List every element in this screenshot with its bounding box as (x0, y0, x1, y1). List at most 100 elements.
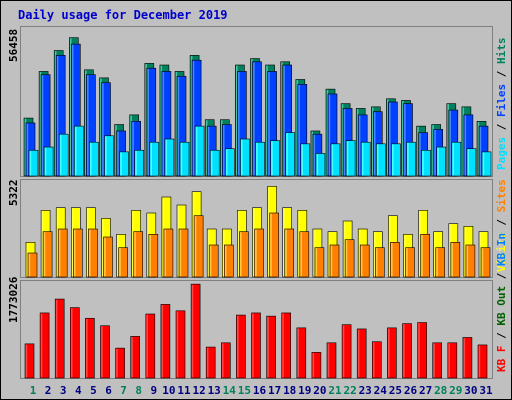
pages-bar (255, 141, 265, 177)
pages-bar (300, 143, 311, 177)
sites-bar (118, 247, 128, 278)
sites-bar (254, 228, 264, 278)
day-label: 7 (120, 384, 127, 397)
sites-bar (148, 234, 159, 278)
pages-bar (345, 140, 356, 177)
sites-bar (73, 228, 83, 278)
kbf-bar (341, 324, 352, 379)
sites-bar (390, 242, 400, 278)
sites-bar (163, 228, 174, 278)
sites-bar (344, 239, 355, 278)
day-label: 11 (177, 384, 191, 397)
pages-bar (149, 141, 160, 177)
day-label: 28 (434, 384, 447, 397)
pages-bar (406, 141, 416, 177)
pages-bar (104, 135, 114, 177)
legend-entry: Hits (495, 38, 508, 65)
kbf-bar (296, 327, 307, 379)
pages-bar (466, 148, 477, 177)
x-axis-labels: 1 2 3 4 5 6 7 8 9 10 11 12 13 14 15 16 17 18 19 20 21 22 23 24 2… (30, 384, 493, 397)
bottom-max-label: 1773026 (7, 276, 20, 323)
pages-bar (209, 149, 220, 177)
bottom-legend: KB F / KB Out / KB In (495, 233, 508, 372)
kbf-bar (356, 328, 367, 379)
legend-entry: / (495, 64, 508, 84)
sites-bar (88, 228, 98, 278)
sites-bar (239, 231, 249, 278)
kbf-bar (326, 342, 337, 379)
day-label: 29 (449, 384, 462, 397)
pages-bar (119, 151, 129, 177)
legend-entry: KB F (495, 346, 508, 373)
kbf-bar (266, 315, 276, 379)
day-label: 31 (479, 384, 493, 397)
sites-bar (450, 242, 461, 278)
sites-bar (314, 247, 325, 278)
legend-entry: KB In (495, 233, 508, 266)
sites-bar (57, 228, 68, 278)
day-label: 18 (283, 384, 296, 397)
sites-bar (193, 215, 204, 278)
sites-bar (435, 247, 446, 278)
sites-bar (329, 244, 340, 278)
day-label: 17 (268, 384, 281, 397)
pages-bar (330, 143, 341, 177)
day-label: 14 (223, 384, 237, 397)
day-label: 10 (162, 384, 175, 397)
day-label: 4 (75, 384, 82, 397)
kbf-bar (115, 347, 125, 379)
kbf-bar (447, 342, 458, 379)
pages-bar (164, 138, 175, 177)
day-label: 13 (208, 384, 221, 397)
kbf-bar (221, 342, 231, 379)
top-max-label: 56458 (7, 29, 20, 62)
pages-bar (179, 141, 190, 177)
pages-bar (481, 151, 492, 177)
day-label: 22 (343, 384, 356, 397)
kbf-bar (145, 313, 156, 379)
day-label: 6 (105, 384, 112, 397)
pages-bar (375, 143, 386, 177)
sites-bar (103, 236, 113, 278)
legend-entry: Sites (495, 179, 508, 212)
day-label: 21 (328, 384, 342, 397)
sites-bar (284, 228, 295, 278)
pages-bar (58, 133, 69, 177)
sites-bar (374, 247, 385, 278)
sites-bar (359, 244, 370, 278)
day-label: 20 (313, 384, 326, 397)
day-label: 5 (90, 384, 97, 397)
kbf-bar (236, 314, 246, 379)
kbf-bar (387, 327, 397, 379)
kbf-bar (251, 312, 261, 379)
sites-bar (208, 244, 219, 278)
day-label: 25 (389, 384, 402, 397)
pages-bar (74, 125, 84, 177)
sites-bar (42, 231, 53, 278)
day-label: 1 (30, 384, 37, 397)
day-label: 2 (45, 384, 52, 397)
legend-entry: Files (495, 84, 508, 117)
kbf-bar (160, 304, 171, 379)
pages-bar (28, 149, 39, 177)
kbf-bar (85, 317, 95, 379)
day-label: 12 (192, 384, 205, 397)
day-label: 15 (238, 384, 251, 397)
pages-bar (451, 141, 462, 177)
pages-bar (391, 143, 401, 177)
sites-bar (299, 231, 310, 278)
sites-bar (178, 228, 189, 278)
legend-entry: / (495, 266, 508, 286)
day-label: 8 (135, 384, 142, 397)
kbf-bar (190, 283, 201, 379)
legend-entry: KB Out (495, 286, 508, 326)
chart-title: Daily usage for December 2019 (18, 8, 228, 22)
kbf-bar (39, 312, 50, 379)
sites-bar (269, 212, 279, 278)
legend-entry: / (495, 326, 508, 346)
kbf-bar (100, 325, 110, 379)
day-label: 9 (150, 384, 157, 397)
kbf-bar (130, 336, 140, 379)
legend-entry: Visits (495, 232, 508, 272)
top-legend: Pages / Files / Hits (495, 38, 508, 171)
